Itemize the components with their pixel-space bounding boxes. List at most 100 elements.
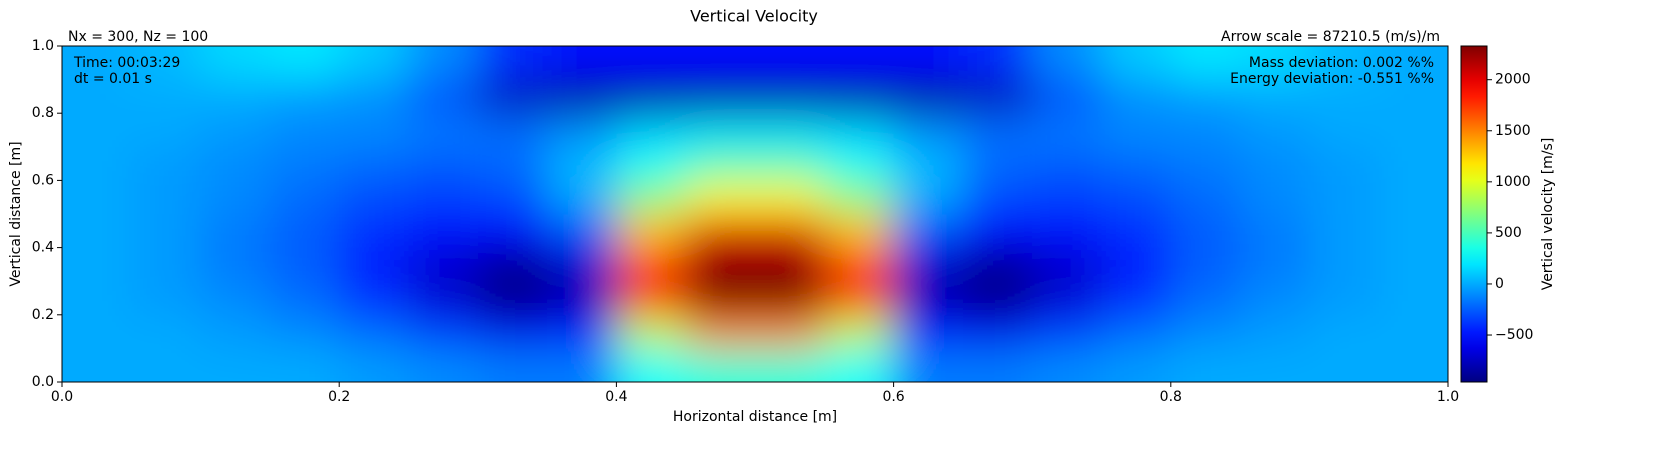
heatmap-cell xyxy=(755,281,825,316)
heatmap-cell xyxy=(1101,214,1172,249)
heatmap-cell xyxy=(893,180,964,215)
heatmap-cell xyxy=(824,46,895,81)
heatmap-cell xyxy=(755,46,825,81)
annotation: dt = 0.01 s xyxy=(74,71,152,87)
heatmap-cell xyxy=(339,113,409,148)
y-tick-label: 0.2 xyxy=(32,307,54,323)
heatmap-cell xyxy=(62,180,132,215)
heatmap-cell xyxy=(962,314,1033,349)
heatmap-cell xyxy=(131,146,202,181)
heatmap-cell xyxy=(408,281,479,316)
heatmap-cell xyxy=(1378,247,1448,282)
heatmap-cell xyxy=(547,281,617,316)
heatmap-cell xyxy=(1032,214,1102,249)
heatmap-cell xyxy=(200,281,271,316)
heatmap-cell xyxy=(339,180,409,215)
heatmap-cell xyxy=(408,113,479,148)
heatmap-cell xyxy=(1378,314,1448,349)
heatmap-cell xyxy=(893,46,964,81)
heatmap-cell xyxy=(893,247,964,282)
heatmap-cell xyxy=(962,146,1033,181)
heatmap-cell xyxy=(1170,180,1241,215)
x-tick-label: 0.2 xyxy=(328,389,350,405)
y-tick-label: 0.4 xyxy=(32,240,54,256)
heatmap-cell xyxy=(893,79,964,114)
y-tick-label: 0.0 xyxy=(32,374,54,390)
heatmap-cell xyxy=(1309,247,1380,282)
heatmap-cell xyxy=(1378,146,1448,181)
heatmap-cell xyxy=(1309,348,1380,382)
heatmap-cell xyxy=(893,113,964,148)
heatmap-cell xyxy=(269,79,340,114)
heatmap-cell xyxy=(1309,113,1380,148)
heatmap-cell xyxy=(1032,247,1102,282)
heatmap-cell xyxy=(1240,348,1310,382)
heatmap-cell xyxy=(962,46,1033,81)
heatmap-cell xyxy=(131,46,202,81)
heatmap-cell xyxy=(547,348,617,382)
heatmap-cell xyxy=(1032,113,1102,148)
heatmap-cell xyxy=(200,46,271,81)
heatmap-cell xyxy=(616,314,687,349)
heatmap-cell xyxy=(962,247,1033,282)
heatmap-cell xyxy=(685,113,756,148)
heatmap-cell xyxy=(200,113,271,148)
annotation: Mass deviation: 0.002 %% xyxy=(1249,55,1434,71)
colorbar-tick-label: 1500 xyxy=(1495,123,1531,139)
heatmap-cell xyxy=(200,314,271,349)
heatmap-cell xyxy=(547,146,617,181)
heatmap-cell xyxy=(339,314,409,349)
heatmap-cell xyxy=(408,348,479,382)
heatmap xyxy=(62,46,1448,382)
heatmap-cell xyxy=(755,146,825,181)
heatmap-cell xyxy=(1378,113,1448,148)
heatmap-cell xyxy=(893,146,964,181)
heatmap-cell xyxy=(339,247,409,282)
heatmap-cell xyxy=(616,247,687,282)
heatmap-cell xyxy=(1170,113,1241,148)
heatmap-cell xyxy=(755,247,825,282)
heatmap-cell xyxy=(755,348,825,382)
colorbar-tick-label: 500 xyxy=(1495,225,1522,241)
x-tick-label: 0.0 xyxy=(51,389,73,405)
heatmap-cell xyxy=(824,348,895,382)
heatmap-cell xyxy=(339,348,409,382)
heatmap-cell xyxy=(616,348,687,382)
heatmap-cell xyxy=(962,348,1033,382)
y-tick-label: 0.6 xyxy=(32,172,54,188)
heatmap-cell xyxy=(477,314,548,349)
heatmap-cell xyxy=(893,214,964,249)
heatmap-cell xyxy=(1378,348,1448,382)
heatmap-cell xyxy=(1240,314,1310,349)
heatmap-cell xyxy=(962,214,1033,249)
heatmap-cell xyxy=(1170,79,1241,114)
heatmap-cell xyxy=(1032,348,1102,382)
heatmap-cell xyxy=(547,79,617,114)
heatmap-cell xyxy=(200,146,271,181)
heatmap-cell xyxy=(1240,46,1310,81)
heatmap-cell xyxy=(408,247,479,282)
heatmap-cell xyxy=(1101,46,1172,81)
heatmap-cell xyxy=(1170,247,1241,282)
heatmap-cell xyxy=(477,113,548,148)
heatmap-cell xyxy=(1170,146,1241,181)
colorbar-tick-label: 0 xyxy=(1495,276,1504,292)
heatmap-cell xyxy=(1309,180,1380,215)
x-tick-label: 0.8 xyxy=(1160,389,1182,405)
heatmap-cell xyxy=(62,348,132,382)
heatmap-cell xyxy=(408,146,479,181)
heatmap-cell xyxy=(1032,180,1102,215)
heatmap-cell xyxy=(477,46,548,81)
heatmap-cell xyxy=(962,281,1033,316)
heatmap-cell xyxy=(685,180,756,215)
heatmap-cell xyxy=(1101,281,1172,316)
x-tick-label: 0.6 xyxy=(882,389,904,405)
heatmap-cell xyxy=(62,146,132,181)
heatmap-cell xyxy=(1032,281,1102,316)
heatmap-cell xyxy=(755,113,825,148)
heatmap-cell xyxy=(269,314,340,349)
heatmap-cell xyxy=(200,247,271,282)
heatmap-cell xyxy=(1378,46,1448,81)
heatmap-cell xyxy=(477,146,548,181)
